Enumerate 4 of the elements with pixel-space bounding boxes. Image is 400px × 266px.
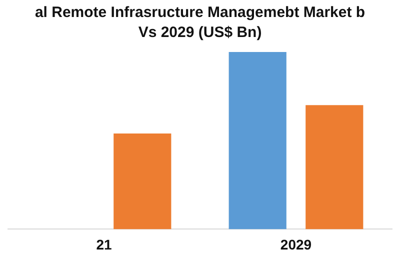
- x-tick-label: 21: [96, 236, 112, 252]
- x-tick-label: 2029: [280, 236, 312, 252]
- chart-subtitle: Vs 2029 (US$ Bn): [138, 24, 262, 42]
- chart-title: al Remote Infrasructure Managemebt Market b: [34, 4, 366, 22]
